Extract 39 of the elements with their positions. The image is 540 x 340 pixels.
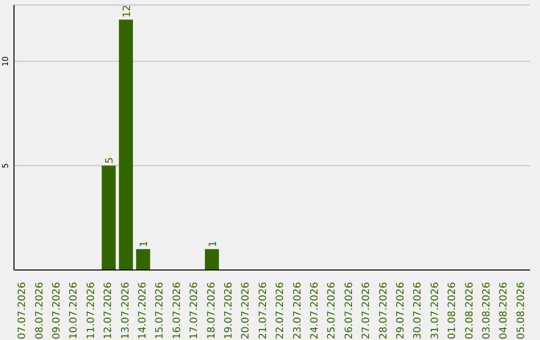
x-tick-label: 04.08.2026 — [498, 282, 510, 340]
x-tick-label: 09.07.2026 — [52, 282, 62, 340]
data-label: 5 — [104, 157, 116, 164]
x-tick-label: 21.07.2026 — [258, 282, 269, 340]
x-tick-label: 23.07.2026 — [292, 282, 304, 340]
x-tick-label: 29.07.2026 — [396, 282, 406, 340]
y-tick-label: 10 — [1, 56, 10, 66]
x-tick-label: 01.08.2026 — [447, 282, 458, 340]
data-label: 12 — [122, 4, 133, 18]
x-tick-label: 12.07.2026 — [103, 282, 114, 340]
x-tick-label: 22.07.2026 — [275, 282, 286, 340]
x-tick-label: 15.07.2026 — [154, 282, 166, 340]
bar — [204, 249, 219, 270]
x-tick-label: 31.07.2026 — [430, 282, 441, 340]
x-tick-label: 16.07.2026 — [172, 282, 183, 340]
x-tick-label: 08.07.2026 — [34, 282, 46, 340]
x-tick-label: 28.07.2026 — [378, 282, 390, 340]
x-tick-label: 19.07.2026 — [224, 282, 234, 340]
x-tick-label: 26.07.2026 — [344, 282, 355, 340]
bar — [102, 166, 116, 270]
bar — [118, 20, 133, 270]
data-label: 1 — [139, 240, 150, 248]
x-tick-label: 05.08.2026 — [516, 282, 527, 340]
data-label: 1 — [208, 240, 219, 248]
x-tick-label: 27.07.2026 — [361, 282, 372, 340]
x-tick-label: 07.07.2026 — [17, 282, 28, 340]
x-tick-label: 25.07.2026 — [326, 282, 338, 340]
x-tick-label: 10.07.2026 — [68, 282, 80, 340]
x-tick-label: 24.07.2026 — [310, 282, 320, 340]
x-tick-label: 20.07.2026 — [240, 282, 252, 340]
x-tick-label: 18.07.2026 — [206, 282, 218, 340]
bar — [136, 249, 150, 270]
x-tick-label: 11.07.2026 — [86, 282, 97, 340]
x-tick-label: 14.07.2026 — [138, 282, 148, 340]
x-tick-label: 17.07.2026 — [189, 282, 200, 340]
x-tick-label: 03.08.2026 — [482, 282, 492, 340]
x-tick-label: 30.07.2026 — [412, 282, 424, 340]
x-tick-label: 02.08.2026 — [464, 282, 476, 340]
x-tick-label: 13.07.2026 — [120, 282, 132, 340]
